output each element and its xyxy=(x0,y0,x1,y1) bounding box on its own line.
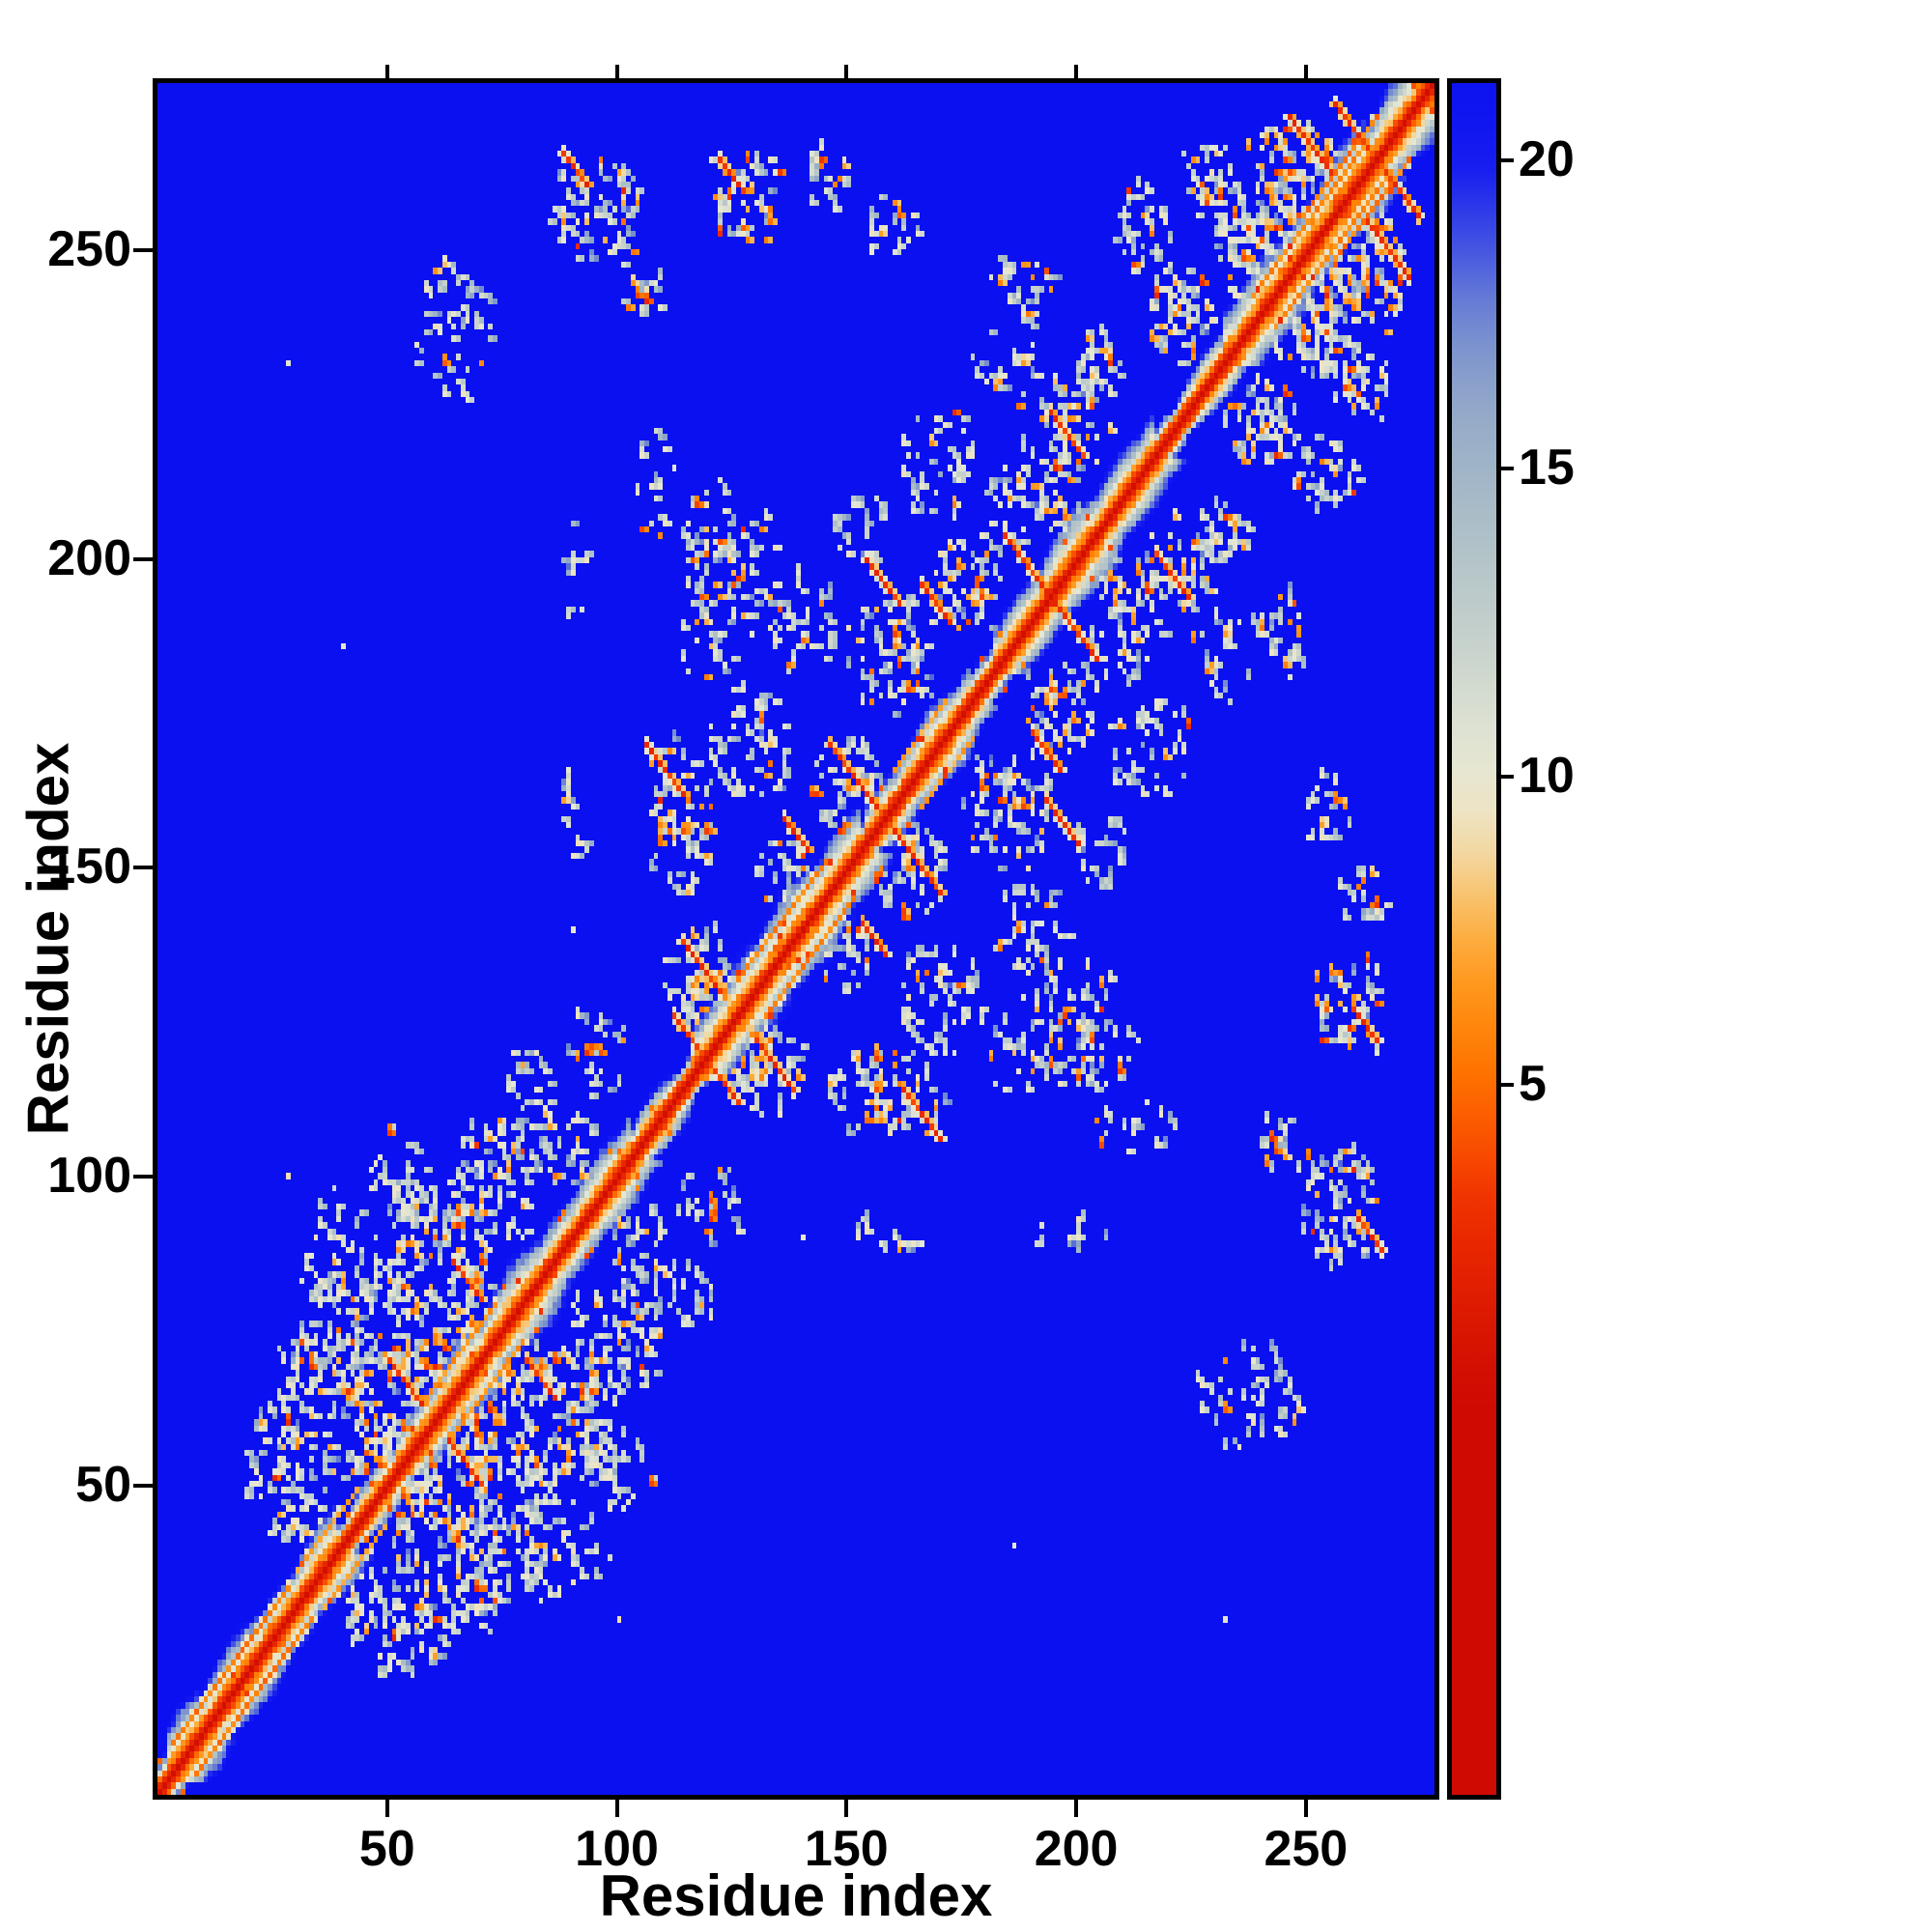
x-tick-mark xyxy=(844,1800,849,1817)
x-axis-label: Residue index xyxy=(599,1863,993,1928)
x-tick-label: 100 xyxy=(575,1821,659,1877)
y-tick-label: 150 xyxy=(47,838,131,895)
colorbar-tick-label: 20 xyxy=(1519,130,1575,187)
x-tick-label: 250 xyxy=(1264,1821,1349,1877)
x-top-tick-mark xyxy=(614,65,619,78)
x-top-tick-mark xyxy=(1074,65,1079,78)
y-tick-label: 100 xyxy=(47,1148,131,1205)
x-tick-mark xyxy=(614,1800,619,1817)
colorbar-tick-label: 5 xyxy=(1519,1055,1547,1112)
colorbar-tick-mark xyxy=(1501,157,1514,162)
y-axis-label: Residue index xyxy=(15,742,81,1136)
x-top-tick-mark xyxy=(384,65,389,78)
y-tick-label: 50 xyxy=(75,1457,131,1514)
colorbar-tick-label: 10 xyxy=(1519,747,1575,804)
y-tick-mark xyxy=(133,1175,153,1179)
colorbar xyxy=(1447,78,1501,1800)
x-tick-label: 50 xyxy=(358,1821,415,1877)
colorbar-tick-label: 15 xyxy=(1519,439,1575,496)
y-tick-mark xyxy=(133,866,153,870)
colorbar-tick-mark xyxy=(1501,774,1514,779)
colorbar-tick-mark xyxy=(1501,1082,1514,1087)
y-tick-label: 250 xyxy=(47,220,131,277)
colorbar-tick-mark xyxy=(1501,466,1514,470)
plot-frame xyxy=(153,78,1439,1800)
y-tick-mark xyxy=(133,247,153,252)
x-tick-mark xyxy=(1074,1800,1079,1817)
x-tick-mark xyxy=(384,1800,389,1817)
heatmap-canvas xyxy=(157,83,1435,1795)
colorbar-gradient xyxy=(1452,83,1496,1795)
x-tick-mark xyxy=(1303,1800,1308,1817)
y-tick-mark xyxy=(133,1484,153,1489)
y-tick-mark xyxy=(133,556,153,561)
x-tick-label: 200 xyxy=(1034,1821,1119,1877)
x-top-tick-mark xyxy=(844,65,849,78)
x-tick-label: 150 xyxy=(804,1821,889,1877)
y-tick-label: 200 xyxy=(47,529,131,586)
x-top-tick-mark xyxy=(1303,65,1308,78)
